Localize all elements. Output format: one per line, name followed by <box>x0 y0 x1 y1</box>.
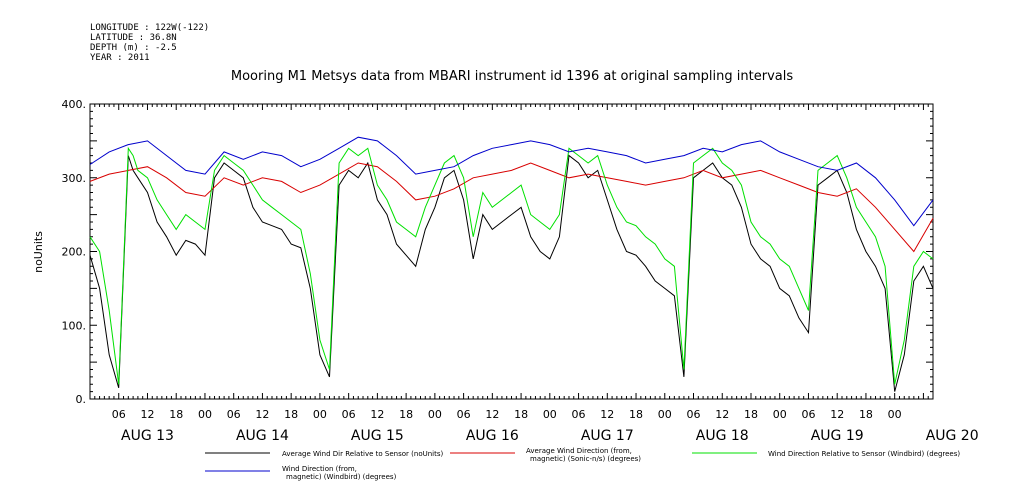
x-hour-label: 00 <box>773 408 787 421</box>
series-line-3 <box>89 136 934 227</box>
meta-depth: DEPTH (m) : -2.5 <box>90 43 177 53</box>
x-hour-label: 18 <box>744 408 758 421</box>
x-hour-label: 18 <box>514 408 528 421</box>
legend-label-line: magnetic) (Sonic-n/s) (degrees) <box>530 455 641 463</box>
x-day-label: AUG 18 <box>696 428 749 444</box>
y-tick-label: 0. <box>76 393 87 406</box>
x-hour-label: 18 <box>169 408 183 421</box>
legend-label-line: Wind Direction Relative to Sensor (Windb… <box>768 450 960 458</box>
x-hour-label: 06 <box>572 408 586 421</box>
x-hour-label: 00 <box>428 408 442 421</box>
series-line-0 <box>89 154 934 392</box>
x-hour-label: 06 <box>227 408 241 421</box>
legend-label: Wind Direction (from, magnetic) (Windbird… <box>282 465 397 481</box>
legend: Average Wind Dir Relative to Sensor (noU… <box>205 447 960 481</box>
y-axis-label: noUnits <box>32 231 45 273</box>
x-day-label: AUG 19 <box>811 428 864 444</box>
legend-label-line: Average Wind Dir Relative to Sensor (noU… <box>282 450 443 458</box>
meta-latitude: LATITUDE : 36.8N <box>90 33 177 43</box>
legend-label: Average Wind Dir Relative to Sensor (noU… <box>282 450 443 458</box>
legend-label: Average Wind Direction (from, magnetic) (… <box>526 447 641 463</box>
legend-label: Wind Direction Relative to Sensor (Windb… <box>768 450 960 458</box>
y-tick-label: 400. <box>62 98 87 111</box>
meta-year: YEAR : 2011 <box>90 53 150 63</box>
x-hour-label: 00 <box>543 408 557 421</box>
x-hour-label: 12 <box>140 408 154 421</box>
series-line-2 <box>89 146 934 385</box>
y-tick-label: 100. <box>62 319 87 332</box>
x-day-label: AUG 13 <box>121 428 174 444</box>
meta-longitude: LONGITUDE : 122W(-122) <box>90 23 209 33</box>
x-hour-label: 06 <box>342 408 356 421</box>
x-hour-label: 06 <box>801 408 815 421</box>
y-tick-label: 300. <box>62 172 87 185</box>
x-hour-label: 06 <box>457 408 471 421</box>
x-hour-label: 18 <box>284 408 298 421</box>
x-hour-label: 06 <box>112 408 126 421</box>
x-hour-label: 18 <box>629 408 643 421</box>
x-day-label: AUG 17 <box>581 428 634 444</box>
x-day-label: AUG 16 <box>466 428 519 444</box>
plot-frame <box>89 103 934 400</box>
legend-label-line: magnetic) (Windbird) (degrees) <box>286 473 397 481</box>
x-day-label: AUG 20 <box>926 428 979 444</box>
x-hour-label: 00 <box>313 408 327 421</box>
x-hour-label: 00 <box>658 408 672 421</box>
series-group <box>89 136 934 392</box>
x-hour-label: 12 <box>255 408 269 421</box>
x-hour-label: 00 <box>888 408 902 421</box>
x-tick-labels: 06 12 18 00 06 12 18 00 06 12 18 00 06 12 18 00 06 12 18 00… <box>112 408 979 444</box>
y-tick-labels: 0. 100. 200. 300. 400. <box>62 98 87 406</box>
x-hour-label: 12 <box>715 408 729 421</box>
x-day-label: AUG 15 <box>351 428 404 444</box>
x-hour-label: 18 <box>859 408 873 421</box>
legend-label-line: Average Wind Direction (from, <box>526 447 632 455</box>
series-line-1 <box>89 162 934 253</box>
axis-ticks <box>89 103 934 400</box>
x-hour-label: 12 <box>830 408 844 421</box>
x-day-label: AUG 14 <box>236 428 289 444</box>
x-hour-label: 12 <box>600 408 614 421</box>
chart-title: Mooring M1 Metsys data from MBARI instru… <box>231 69 793 84</box>
y-tick-label: 200. <box>62 246 87 259</box>
x-hour-label: 18 <box>399 408 413 421</box>
x-hour-label: 00 <box>198 408 212 421</box>
x-hour-label: 12 <box>485 408 499 421</box>
legend-label-line: Wind Direction (from, <box>282 465 357 473</box>
x-hour-label: 12 <box>370 408 384 421</box>
x-hour-label: 06 <box>687 408 701 421</box>
